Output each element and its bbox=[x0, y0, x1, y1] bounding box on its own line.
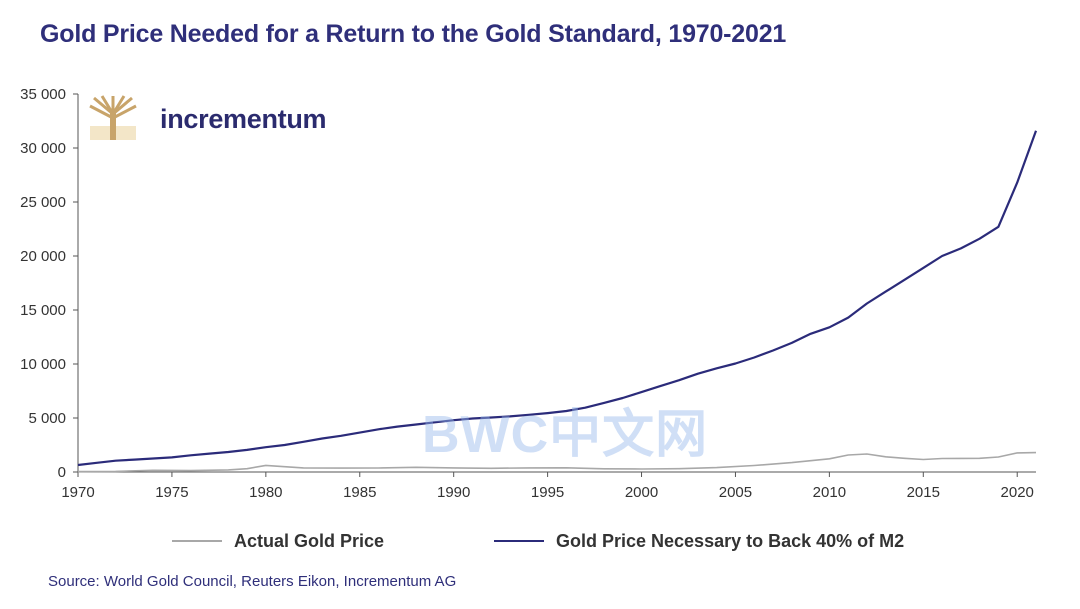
legend-gold-price-necessary: Gold Price Necessary to Back 40% of M2 bbox=[494, 530, 904, 552]
x-tick-label: 1980 bbox=[249, 484, 282, 501]
x-tick-label: 2020 bbox=[1001, 484, 1034, 501]
logo-trunk bbox=[110, 110, 116, 140]
x-tick-label: 2010 bbox=[813, 484, 846, 501]
y-tick-label: 35 000 bbox=[20, 86, 66, 103]
y-tick-label: 10 000 bbox=[20, 356, 66, 373]
y-tick-label: 30 000 bbox=[20, 140, 66, 157]
legend-actual-gold-price: Actual Gold Price bbox=[172, 530, 384, 552]
brand-name: incrementum bbox=[160, 104, 327, 134]
x-tick-label: 2005 bbox=[719, 484, 752, 501]
x-tick-label: 1975 bbox=[155, 484, 188, 501]
y-tick-label: 15 000 bbox=[20, 302, 66, 319]
tree-icon bbox=[89, 95, 137, 140]
legend-swatch-backing bbox=[494, 540, 544, 542]
source-note: Source: World Gold Council, Reuters Eiko… bbox=[48, 573, 457, 590]
x-tick-label: 1970 bbox=[61, 484, 94, 501]
legend-swatch-actual bbox=[172, 540, 222, 542]
series-line-actual-gold-price bbox=[77, 451, 1037, 473]
legend-label-backing: Gold Price Necessary to Back 40% of M2 bbox=[556, 530, 905, 551]
series-line-gold-price-backing-m2 bbox=[77, 130, 1038, 467]
y-tick-label: 0 bbox=[58, 464, 66, 481]
chart-title: Gold Price Needed for a Return to the Go… bbox=[40, 20, 787, 48]
logo-branches bbox=[89, 95, 137, 120]
watermark: BWC中文网 bbox=[422, 406, 709, 464]
y-tick-label: 20 000 bbox=[20, 248, 66, 265]
y-tick-label: 5 000 bbox=[28, 410, 66, 427]
x-tick-label: 1985 bbox=[343, 484, 376, 501]
x-tick-label: 2015 bbox=[907, 484, 940, 501]
x-tick-label: 2000 bbox=[625, 484, 658, 501]
y-tick-label: 25 000 bbox=[20, 194, 66, 211]
legend-label-actual: Actual Gold Price bbox=[234, 530, 385, 551]
x-tick-label: 1990 bbox=[437, 484, 470, 501]
x-tick-label: 1995 bbox=[531, 484, 564, 501]
